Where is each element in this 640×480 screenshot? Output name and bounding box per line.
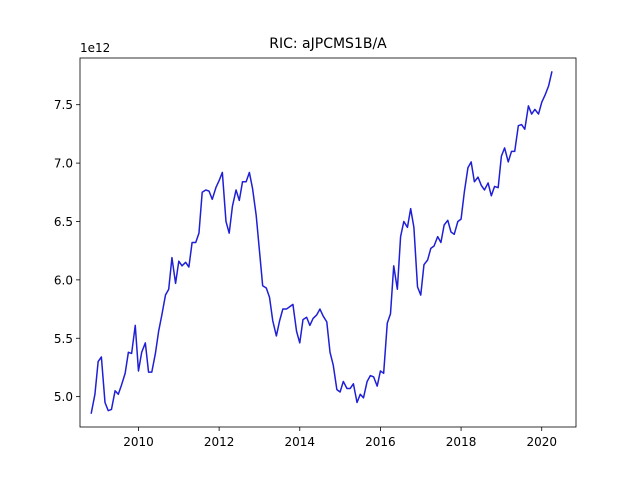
series-layer — [90, 71, 553, 414]
y-tick-label: 6.5 — [54, 215, 73, 229]
axes-layer: 2010 2012 2014 2016 2018 2020 5.0 5.5 6.0 6.5 7.0 7… — [54, 57, 577, 449]
x-tick-label: 2012 — [204, 435, 235, 449]
x-tick-label: 2016 — [365, 435, 396, 449]
y-tick-label: 6.0 — [54, 273, 73, 287]
x-tick-label: 2014 — [284, 435, 315, 449]
x-tick-label: 2010 — [123, 435, 154, 449]
y-axis-offset-label: 1e12 — [80, 41, 110, 55]
y-tick-label: 5.0 — [54, 390, 73, 404]
series-line-0 — [90, 71, 553, 414]
y-tick-label: 7.5 — [54, 98, 73, 112]
chart-title: RIC: aJPCMS1B/A — [269, 36, 387, 52]
y-tick-label: 5.5 — [54, 332, 73, 346]
plot-frame — [79, 57, 577, 428]
y-tick-label: 7.0 — [54, 157, 73, 171]
x-tick-label: 2018 — [446, 435, 477, 449]
x-tick-label: 2020 — [526, 435, 557, 449]
